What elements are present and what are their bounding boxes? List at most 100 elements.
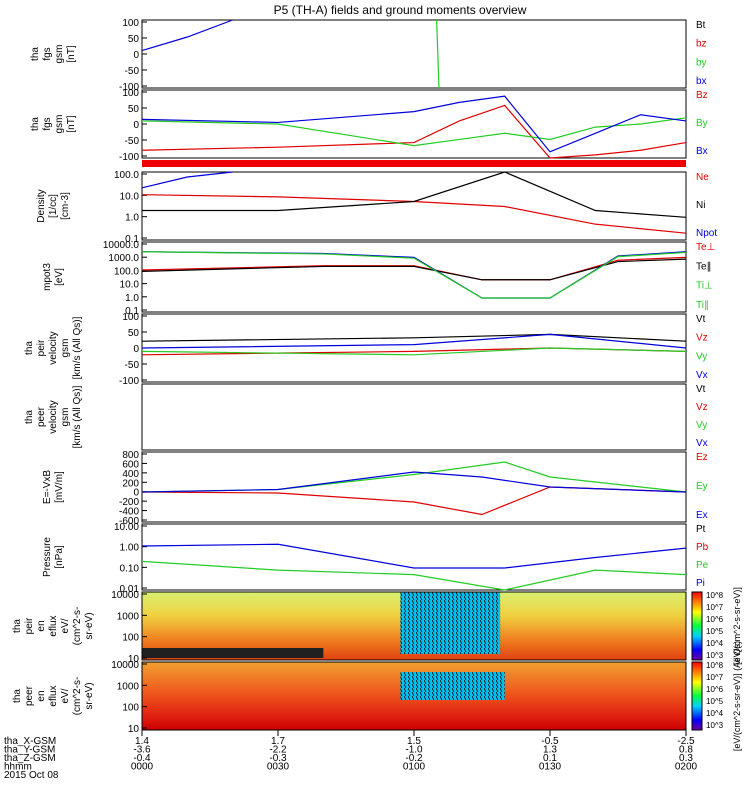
colorbar-tick-label: 10^5 [706, 697, 724, 706]
y-axis-label: tha fgs gsm [nT] [30, 45, 77, 64]
y-axis-label-line: peir [36, 339, 47, 356]
legend-entry: Te∥ [696, 261, 712, 272]
series-line-by [436, 19, 440, 89]
panel-temperature: 10000.0 1000.0 100.0 10.0 1.0 0.1 mpot3 [eV] Te⊥… [42, 240, 715, 317]
x-tick-label: -3.6 [133, 745, 151, 756]
legend-entry: By [696, 118, 708, 129]
y-tick-label: -100 [119, 82, 139, 93]
y-axis-label-line: tha [30, 47, 41, 61]
panel-frame [141, 451, 687, 523]
colorbar-label: [eV/(cm^2-s-sr-eV)] [732, 587, 742, 665]
colorbar-gradient [691, 591, 703, 661]
panel-peir-velocity: 100 50 0 -50 -100 tha peir velocity gsm [km/s (Al… [24, 312, 708, 387]
y-tick-label: 0.1 [125, 234, 139, 245]
series-line-Ex [141, 471, 687, 493]
y-axis-label-line: velocity [48, 400, 59, 433]
y-axis-label-line: fgs [42, 117, 53, 130]
y-tick-label: 400 [122, 469, 139, 480]
y-axis-label-line: [cm-3] [60, 192, 71, 220]
y-tick-label: -600 [119, 516, 139, 527]
panel-peir-eflux: 10000 1000 100 10 tha peir en eflux eV/(cm^2-s-s… [12, 590, 687, 665]
y-axis-label-line: E=-VxB [42, 470, 53, 505]
panel-frame [141, 241, 687, 313]
y-axis-label-line: (cm^2-s- [72, 607, 83, 646]
x-tick-label: -0.4 [133, 753, 151, 764]
legend-entry: Vx [696, 438, 708, 449]
y-axis-label-line: tha [12, 619, 23, 633]
y-tick-label: 10.00 [114, 522, 139, 533]
x-tick-label: 0.3 [679, 753, 693, 764]
y-tick-label: -100 [119, 376, 139, 387]
y-axis-label: tha peir en eflux eV/(cm^2-s-sr-eV) [12, 607, 95, 646]
y-axis-label-line: gsm [54, 45, 65, 64]
y-axis-label-line: mpot3 [42, 263, 53, 291]
colorbar-tick-label: 10^7 [706, 603, 724, 612]
x-tick-label: 1.7 [271, 736, 285, 747]
colorbar: 10^8 10^7 10^6 10^5 10^4 10^3 [eV/(cm^2-s-sr-e… [691, 641, 742, 751]
panel-frame [141, 171, 687, 241]
legend-entry: Vt [696, 314, 706, 325]
y-axis-label-line: eflux [48, 685, 59, 706]
y-tick-label: 50 [128, 328, 140, 339]
panel-fgs-gse: 100 50 0 -50 -100 tha fgs gsm [nT] Bz By Bx [30, 88, 708, 163]
y-tick-label: 0 [133, 488, 139, 499]
y-axis-label-line: sr-eV) [84, 612, 95, 639]
y-tick-label: -400 [119, 507, 139, 518]
y-axis-label-line: [eV] [54, 268, 65, 286]
series-line-Ne [141, 194, 687, 234]
colorbar-tick-label: 10^8 [706, 591, 724, 600]
y-tick-label: 0 [133, 50, 139, 61]
y-tick-label: -50 [125, 360, 140, 371]
series-line-Te [141, 258, 687, 281]
y-axis-label: tha fgs gsm [nT] [30, 115, 77, 134]
y-axis-label: tha peer en eflux eV/(cm^2-s-sr-eV) [12, 677, 95, 716]
y-axis-label-line: sr-eV) [84, 682, 95, 709]
x-tick-label: -1.0 [405, 745, 423, 756]
legend-entry: Bt [696, 20, 706, 31]
series-line-By [141, 117, 687, 147]
colorbar-tick-label: 10^4 [706, 709, 724, 718]
series-line-Ni [142, 171, 687, 218]
legend-entry: Vx [696, 370, 708, 381]
y-axis-label-line: tha [12, 689, 23, 703]
x-row-label: tha_X-GSM [4, 736, 56, 747]
colorbar-tick-label: 10^7 [706, 673, 724, 682]
y-axis-label-line: eV/ [60, 688, 71, 703]
y-axis-label: mpot3 [eV] [42, 263, 65, 291]
colorbar: 10^8 10^7 10^6 10^5 10^4 10^3 [eV/(cm^2-s-sr-e… [691, 587, 742, 665]
x-tick-label: 0030 [267, 762, 290, 773]
x-tick-label: 0.1 [543, 753, 557, 764]
y-axis-label-line: peer [24, 685, 35, 706]
x-axis-labels: 1.4-3.6-0.400001.7-2.2-0.300301.5-1.0-0.… [4, 730, 698, 781]
colorbar-tick-label: 10^6 [706, 685, 724, 694]
x-tick-label: 0100 [403, 762, 426, 773]
legend: Vt Vz Vy Vx [696, 384, 708, 449]
spectrogram-lowflux-region [400, 592, 501, 654]
legend-entry: Pt [696, 524, 706, 535]
colorbar-tick-label: 10^8 [706, 661, 724, 670]
x-tick-label: 0000 [131, 762, 154, 773]
series-line-Ez [141, 486, 687, 516]
y-tick-label: 1000 [117, 611, 140, 622]
separator-bar [142, 160, 686, 167]
y-tick-label: 200 [122, 478, 139, 489]
x-tick-label: 0200 [675, 762, 698, 773]
y-tick-label: 1.0 [125, 293, 139, 304]
y-tick-label: 100 [122, 633, 139, 644]
y-tick-label: 100 [122, 703, 139, 714]
x-tick-label: -2.5 [677, 736, 695, 747]
legend-entry: Vz [696, 333, 708, 344]
y-tick-label: 800 [122, 450, 139, 461]
series-line-Ey [141, 461, 687, 493]
legend: Vt Vz Vy Vx [696, 314, 708, 381]
series-line-bx [141, 19, 233, 52]
x-tick-label: 0130 [539, 762, 562, 773]
y-axis-label-line: Pressure [42, 537, 53, 577]
y-axis-label-line: velocity [48, 331, 59, 364]
series-line-Pi [141, 543, 687, 569]
legend-entry: Bx [696, 146, 708, 157]
colorbar-tick-label: 10^6 [706, 615, 724, 624]
y-axis-label: tha peer velocity gsm [km/s (All Qs)] [24, 385, 83, 448]
